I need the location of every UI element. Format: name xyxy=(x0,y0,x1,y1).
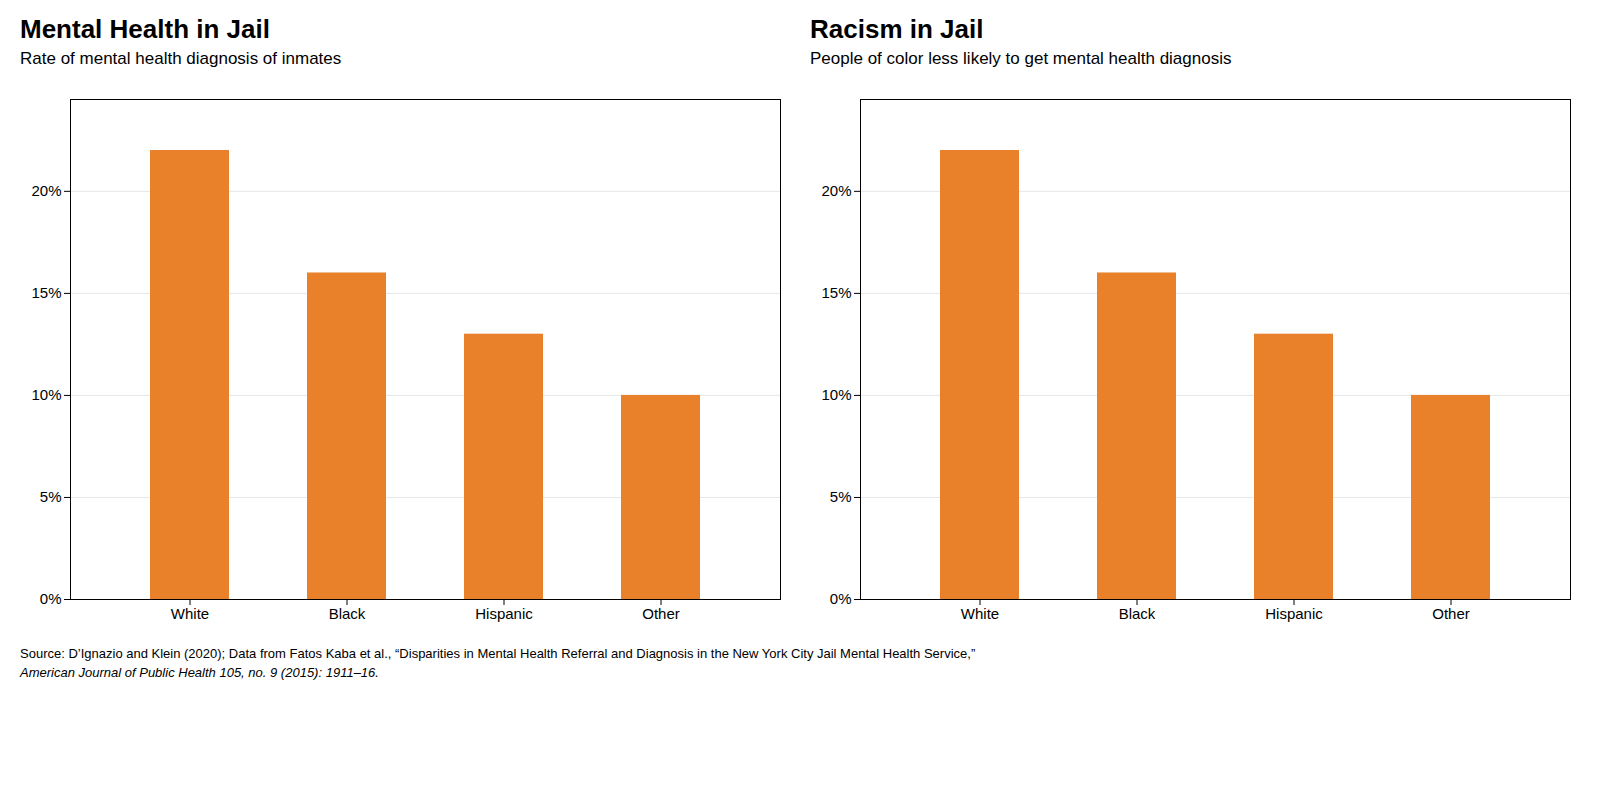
svg-text:20%: 20% xyxy=(31,182,61,199)
svg-text:5%: 5% xyxy=(830,488,852,505)
svg-text:White: White xyxy=(961,605,999,622)
html-text:Source: D’Ignazio and Klein (2: Source: D’Ignazio and Klein (2020); Data… xyxy=(20,646,976,661)
svg-text:Black: Black xyxy=(329,605,366,622)
svg-text:20%: 20% xyxy=(821,182,851,199)
svg-text:5%: 5% xyxy=(40,488,62,505)
svg-text:0%: 0% xyxy=(40,590,62,607)
svg-text:Black: Black xyxy=(1119,605,1156,622)
html-text:People of color less likely to: People of color less likely to get menta… xyxy=(810,49,1232,68)
svg-text:Other: Other xyxy=(1432,605,1470,622)
svg-text:15%: 15% xyxy=(31,284,61,301)
svg-text:Hispanic: Hispanic xyxy=(1265,605,1323,622)
html-text:Mental Health in Jail: Mental Health in Jail xyxy=(20,14,270,44)
svg-text:15%: 15% xyxy=(821,284,851,301)
html-text:American Journal of Public Hea: American Journal of Public Health 105, n… xyxy=(20,664,379,680)
html-text:Rate of mental health diagnosi: Rate of mental health diagnosis of inmat… xyxy=(20,49,342,68)
svg-text:10%: 10% xyxy=(31,386,61,403)
html-text:Racism in Jail: Racism in Jail xyxy=(810,14,984,44)
svg-text:0%: 0% xyxy=(830,590,852,607)
svg-text:White: White xyxy=(171,605,209,622)
svg-text:10%: 10% xyxy=(821,386,851,403)
svg-text:Hispanic: Hispanic xyxy=(475,605,533,622)
svg-text:Other: Other xyxy=(642,605,680,622)
